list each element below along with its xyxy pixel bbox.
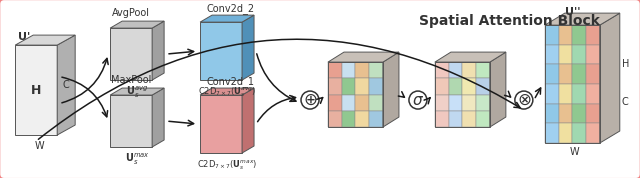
Polygon shape — [559, 25, 572, 45]
Polygon shape — [449, 95, 462, 111]
Text: $\mathbf{U}_s^{avg}$: $\mathbf{U}_s^{avg}$ — [126, 85, 148, 100]
Polygon shape — [545, 123, 559, 143]
Polygon shape — [559, 104, 572, 123]
Polygon shape — [559, 45, 572, 64]
Polygon shape — [586, 123, 600, 143]
Text: $\oplus$: $\oplus$ — [303, 91, 317, 109]
Text: $\sigma$: $\sigma$ — [412, 93, 424, 108]
Polygon shape — [476, 95, 490, 111]
Polygon shape — [152, 21, 164, 80]
Polygon shape — [242, 15, 254, 80]
Polygon shape — [435, 52, 506, 62]
Polygon shape — [559, 123, 572, 143]
Text: Spatial Attention Block: Spatial Attention Block — [419, 14, 600, 28]
Polygon shape — [586, 25, 600, 45]
Polygon shape — [545, 13, 620, 25]
Polygon shape — [559, 84, 572, 104]
Polygon shape — [369, 111, 383, 127]
Circle shape — [301, 91, 319, 109]
Polygon shape — [342, 62, 355, 78]
Text: H: H — [31, 83, 42, 96]
Circle shape — [515, 91, 533, 109]
Polygon shape — [435, 62, 449, 78]
Polygon shape — [572, 123, 586, 143]
Polygon shape — [572, 84, 586, 104]
Polygon shape — [545, 25, 559, 45]
Polygon shape — [57, 35, 75, 135]
Polygon shape — [545, 104, 559, 123]
Polygon shape — [110, 88, 164, 95]
Polygon shape — [355, 62, 369, 78]
Polygon shape — [462, 62, 476, 78]
Polygon shape — [586, 45, 600, 64]
Polygon shape — [559, 64, 572, 84]
Text: AvgPool: AvgPool — [112, 8, 150, 18]
Polygon shape — [383, 52, 399, 127]
Polygon shape — [328, 111, 342, 127]
Polygon shape — [476, 111, 490, 127]
Text: Conv2d_2: Conv2d_2 — [206, 3, 254, 14]
Polygon shape — [572, 64, 586, 84]
Polygon shape — [572, 104, 586, 123]
Polygon shape — [462, 111, 476, 127]
Polygon shape — [586, 64, 600, 84]
Polygon shape — [586, 104, 600, 123]
Text: C: C — [63, 80, 70, 90]
Polygon shape — [152, 88, 164, 147]
Text: U'': U'' — [564, 7, 580, 17]
Polygon shape — [355, 95, 369, 111]
Polygon shape — [342, 78, 355, 95]
Polygon shape — [369, 62, 383, 78]
Polygon shape — [328, 95, 342, 111]
Polygon shape — [435, 111, 449, 127]
Polygon shape — [545, 45, 559, 64]
Polygon shape — [342, 111, 355, 127]
Polygon shape — [200, 22, 242, 80]
Text: MaxPool: MaxPool — [111, 75, 151, 85]
Polygon shape — [369, 95, 383, 111]
Polygon shape — [490, 52, 506, 127]
Polygon shape — [15, 35, 75, 45]
Text: $\mathbf{U}_s^{max}$: $\mathbf{U}_s^{max}$ — [125, 152, 150, 167]
Polygon shape — [342, 95, 355, 111]
Text: $\mathrm{C2D}_{7\times7}(\mathbf{U}_s^{avg})$: $\mathrm{C2D}_{7\times7}(\mathbf{U}_s^{a… — [198, 85, 256, 99]
Polygon shape — [600, 13, 620, 143]
Polygon shape — [200, 15, 254, 22]
Polygon shape — [435, 78, 449, 95]
Text: H: H — [622, 59, 629, 69]
Text: $\mathrm{C2D}_{7\times7}(\mathbf{U}_s^{max})$: $\mathrm{C2D}_{7\times7}(\mathbf{U}_s^{m… — [197, 158, 257, 172]
Polygon shape — [435, 95, 449, 111]
Polygon shape — [476, 78, 490, 95]
Polygon shape — [355, 111, 369, 127]
Text: W: W — [570, 147, 579, 157]
Text: Conv2d_1: Conv2d_1 — [206, 76, 254, 87]
Polygon shape — [369, 78, 383, 95]
Polygon shape — [328, 62, 342, 78]
Polygon shape — [572, 25, 586, 45]
Polygon shape — [110, 21, 164, 28]
Polygon shape — [545, 84, 559, 104]
Polygon shape — [110, 28, 152, 80]
Polygon shape — [200, 88, 254, 95]
Polygon shape — [449, 78, 462, 95]
Polygon shape — [476, 62, 490, 78]
Polygon shape — [449, 111, 462, 127]
Polygon shape — [110, 95, 152, 147]
Text: W: W — [35, 141, 44, 151]
Polygon shape — [328, 52, 399, 62]
Text: U': U' — [18, 32, 31, 42]
Polygon shape — [355, 78, 369, 95]
Text: C: C — [622, 97, 628, 107]
Polygon shape — [545, 64, 559, 84]
Text: $\otimes$: $\otimes$ — [516, 91, 531, 109]
Polygon shape — [15, 45, 57, 135]
Polygon shape — [586, 84, 600, 104]
Polygon shape — [242, 88, 254, 153]
Polygon shape — [462, 78, 476, 95]
Polygon shape — [572, 45, 586, 64]
Polygon shape — [328, 78, 342, 95]
Polygon shape — [200, 95, 242, 153]
Polygon shape — [449, 62, 462, 78]
Circle shape — [409, 91, 427, 109]
